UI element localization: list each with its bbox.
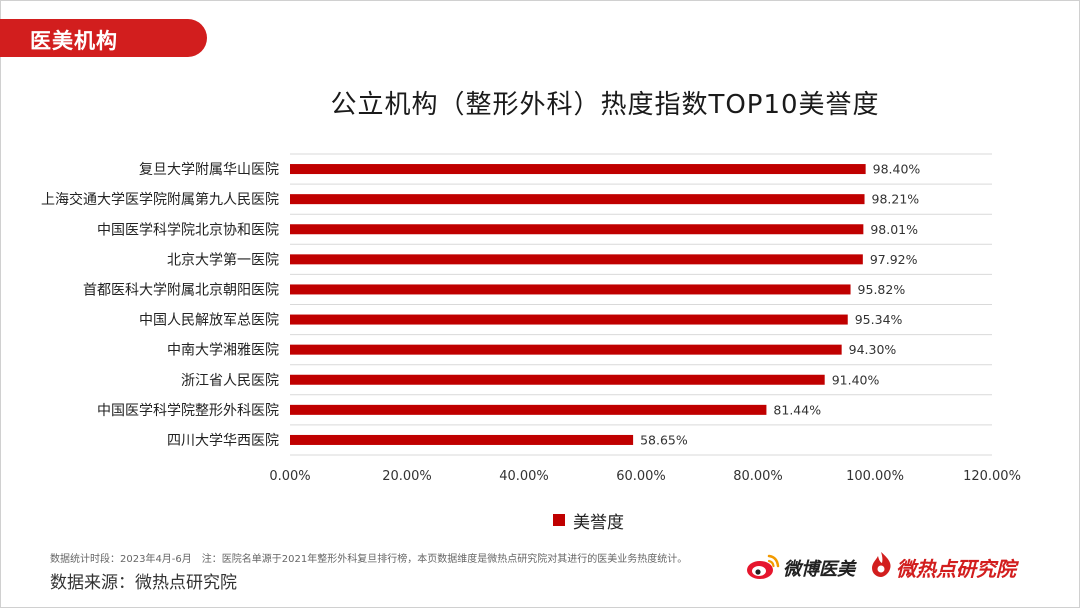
category-label: 首都医科大学附属北京朝阳医院	[83, 282, 279, 298]
category-label: 浙江省人民医院	[181, 373, 279, 389]
category-label: 四川大学华西医院	[167, 433, 279, 449]
legend-label: 美誉度	[573, 513, 624, 533]
data-label: 95.34%	[855, 312, 903, 327]
data-label: 94.30%	[849, 342, 897, 357]
data-label: 98.40%	[873, 162, 921, 177]
data-source: 数据来源：微热点研究院	[50, 573, 237, 593]
bar	[290, 284, 851, 295]
weibo-eye-icon	[747, 554, 780, 579]
bar	[290, 164, 866, 175]
x-tick-label: 20.00%	[382, 469, 432, 484]
category-label: 中国人民解放军总医院	[139, 313, 279, 329]
data-label: 98.01%	[870, 222, 918, 237]
bar	[290, 374, 825, 385]
category-label: 上海交通大学医学院附属第九人民医院	[41, 191, 279, 208]
category-label: 北京大学第一医院	[167, 251, 279, 268]
weibo-logo-text: 微博医美	[783, 559, 855, 580]
flame-icon	[872, 552, 891, 577]
category-label: 中国医学科学院北京协和医院	[97, 222, 279, 238]
data-label: 98.21%	[872, 192, 920, 207]
category-label: 复旦大学附属华山医院	[139, 161, 279, 178]
period-note: 数据统计时段：2023年4月-6月	[50, 554, 192, 565]
x-tick-label: 100.00%	[846, 469, 904, 484]
data-label: 97.92%	[870, 252, 918, 267]
x-tick-label: 120.00%	[963, 469, 1021, 484]
x-tick-label: 60.00%	[616, 469, 666, 484]
data-label: 95.82%	[858, 282, 906, 297]
data-label: 81.44%	[773, 402, 821, 417]
legend-swatch	[553, 514, 565, 526]
bar	[290, 344, 842, 355]
section-label: 医美机构	[30, 29, 118, 53]
section-tab: 医美机构	[0, 19, 207, 57]
bar	[290, 194, 865, 205]
bar-chart: 复旦大学附属华山医院 98.40% 上海交通大学医学院附属第九人民医院 98.21% 中…	[41, 153, 1021, 484]
bar	[290, 314, 848, 325]
category-label: 中南大学湘雅医院	[167, 343, 279, 359]
bar	[290, 404, 767, 415]
weiredian-logo-text: 微热点研究院	[896, 557, 1016, 581]
x-tick-label: 40.00%	[499, 469, 549, 484]
x-tick-label: 80.00%	[733, 469, 783, 484]
bar	[290, 254, 863, 265]
data-label: 91.40%	[832, 372, 880, 387]
bar	[290, 224, 864, 235]
method-note: 注：医院名单源于2021年整形外科复旦排行榜，本页数据维度是微热点研究院对其进行…	[201, 554, 688, 565]
bar	[290, 434, 634, 445]
category-label: 中国医学科学院整形外科医院	[97, 403, 279, 419]
x-tick-label: 0.00%	[269, 469, 310, 484]
data-label: 58.65%	[640, 432, 688, 447]
chart-title: 公立机构（整形外科）热度指数TOP10美誉度	[330, 90, 880, 120]
footnote: 数据统计时段：2023年4月-6月 注：医院名单源于2021年整形外科复旦排行榜，…	[50, 550, 687, 565]
